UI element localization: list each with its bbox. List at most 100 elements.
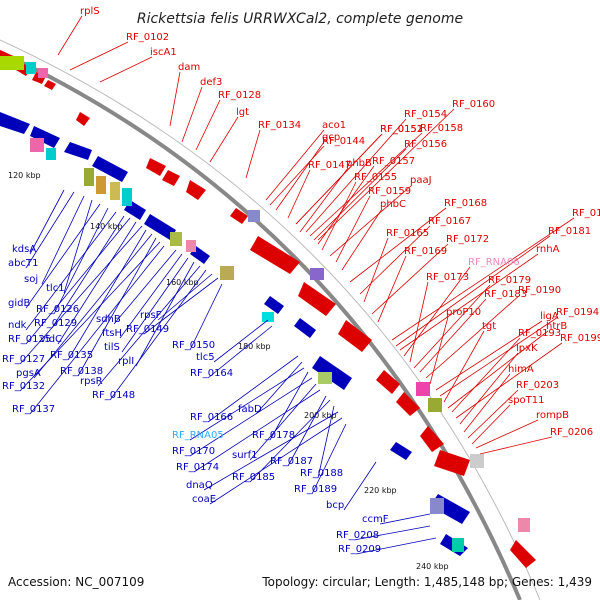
leader-line (181, 86, 203, 143)
gene-label: RF_0159 (368, 186, 411, 197)
gene-arrow-plus (162, 170, 180, 186)
tick-label: 220 kbp (364, 486, 397, 495)
gene-label: RF_0148 (92, 390, 135, 401)
gene-label: rpsR (80, 376, 103, 387)
leader-line (25, 203, 101, 309)
gene-arrow-plus (44, 80, 56, 90)
feature-block (0, 56, 24, 70)
leader-line (207, 325, 273, 379)
gene-label: gidB (8, 298, 30, 309)
gene-label: def3 (200, 77, 222, 88)
feature-block (430, 498, 444, 514)
leader-line (439, 316, 559, 397)
leader-line (475, 419, 539, 449)
gene-label: RF_0102 (126, 32, 169, 43)
leader-line (295, 133, 383, 225)
gene-label: RF_0128 (218, 90, 261, 101)
leader-line (467, 389, 519, 439)
genome-summary: Topology: circular; Length: 1,485,148 bp… (261, 575, 592, 589)
gene-arrow-plus (250, 236, 300, 274)
gene-arrow-plus (396, 392, 420, 416)
tick-label: 240 kbp (416, 562, 449, 571)
gene-label: RF_0199 (560, 333, 600, 344)
gene-label: RF_0150 (172, 340, 215, 351)
leader-line (69, 41, 129, 71)
leader-line (157, 273, 213, 321)
leader-line (391, 217, 575, 341)
leader-line (463, 373, 511, 433)
leader-line (455, 342, 563, 419)
leader-line (209, 417, 343, 505)
leader-line (429, 316, 449, 385)
gene-label: RF_0160 (452, 99, 495, 110)
leader-line (269, 371, 309, 441)
leader-line (189, 367, 305, 441)
gene-label: lgt (236, 107, 249, 118)
tick-label: 140 kbp (90, 222, 123, 231)
feature-block (452, 538, 464, 552)
leader-line (25, 191, 75, 269)
gene-label: RF_0168 (444, 198, 487, 209)
leader-line (29, 245, 165, 415)
gene-label: RF_0144 (322, 136, 365, 147)
leader-line (299, 167, 349, 233)
gene-arrow-minus (92, 156, 128, 182)
gene-label: RF_0178 (252, 430, 295, 441)
feature-block (26, 62, 36, 74)
gene-label: tlc1 (46, 283, 65, 294)
leader-line (143, 277, 219, 335)
feature-block (248, 210, 260, 222)
gene-label: RF_0174 (176, 462, 219, 473)
gene-label: RF_0194 (556, 307, 599, 318)
gene-arrow-plus (434, 450, 470, 476)
feature-block (220, 266, 234, 280)
leader-line (419, 298, 487, 373)
backbone-outer-ring (0, 39, 541, 600)
gene-label: RF_0165 (386, 228, 429, 239)
feature-block (110, 182, 120, 200)
leader-line (203, 411, 339, 491)
gene-label: soj (24, 274, 38, 285)
feature-block (416, 382, 430, 396)
leader-line (451, 337, 521, 413)
gene-arrow-minus (264, 296, 284, 314)
leader-line (479, 436, 553, 455)
feature-block (470, 454, 484, 468)
gene-arrow-plus (186, 180, 206, 200)
gene-label: RF_0127 (2, 354, 45, 365)
leader-line (255, 361, 303, 415)
gene-label: RF_0135 (50, 350, 93, 361)
gene-label: RF_0187 (270, 456, 313, 467)
gene-label: RF_0185 (232, 472, 275, 483)
gene-label: RF_0155 (354, 172, 397, 183)
leader-line (363, 237, 389, 303)
leader-line (189, 283, 223, 351)
gene-arrow-minus (144, 214, 176, 240)
leader-line (399, 253, 539, 351)
leader-line (317, 405, 335, 479)
gene-label: kdsA (12, 244, 36, 255)
gene-label: rplI (118, 356, 134, 367)
leader-line (41, 195, 85, 285)
gene-label: proP10 (446, 307, 481, 318)
gene-label: tilS (104, 342, 120, 353)
gene-label: bcp (326, 500, 344, 511)
leader-line (57, 221, 137, 345)
leader-line (121, 257, 189, 353)
leader-line (379, 513, 431, 525)
tick-label: 200 kbp (304, 411, 337, 420)
leader-line (355, 537, 437, 555)
leader-line (195, 99, 221, 151)
gene-label: RF_0134 (258, 120, 301, 131)
leader-line (305, 118, 407, 233)
leader-line (343, 461, 377, 511)
gene-label: gcp (322, 132, 340, 143)
leader-line (169, 71, 181, 127)
leader-line (109, 269, 207, 401)
gene-label: coaE (192, 494, 216, 505)
leader-line (311, 423, 347, 495)
gene-label: RF_0206 (550, 427, 593, 438)
leader-line (193, 389, 321, 473)
leader-line (409, 281, 429, 363)
